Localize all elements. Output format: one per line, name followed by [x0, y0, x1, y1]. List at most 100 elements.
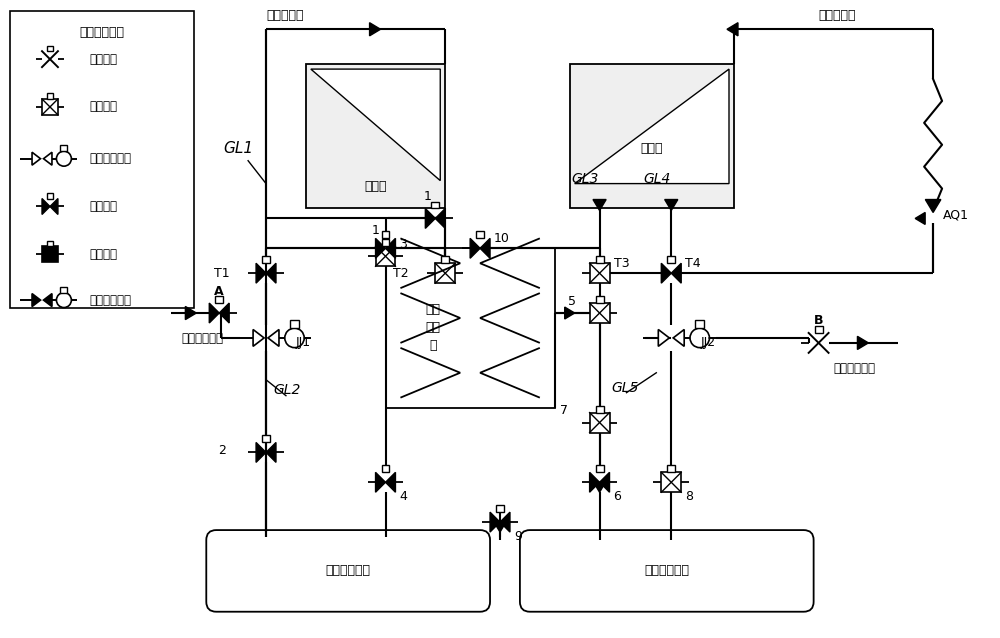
- Bar: [435, 263, 455, 283]
- Text: T1: T1: [214, 267, 230, 279]
- Text: GL4: GL4: [643, 172, 671, 186]
- Polygon shape: [575, 69, 729, 184]
- Bar: [47, 93, 53, 99]
- Text: 减温减压器关: 减温减压器关: [90, 293, 132, 307]
- Text: 减温减压器开: 减温减压器开: [90, 152, 132, 165]
- Polygon shape: [590, 472, 600, 493]
- Text: T2: T2: [393, 267, 409, 279]
- Bar: [306, 64, 445, 209]
- Polygon shape: [665, 200, 678, 211]
- Polygon shape: [500, 512, 510, 532]
- Text: 截止阀开: 截止阀开: [90, 53, 118, 66]
- Bar: [386, 248, 555, 408]
- Bar: [60, 286, 67, 293]
- Bar: [382, 232, 389, 239]
- Bar: [47, 241, 53, 246]
- Bar: [431, 202, 439, 209]
- Polygon shape: [727, 23, 738, 36]
- Polygon shape: [32, 152, 41, 165]
- Text: 阀门状态说明: 阀门状态说明: [80, 26, 125, 40]
- Polygon shape: [565, 307, 575, 319]
- Text: 9: 9: [514, 530, 522, 542]
- Text: GL5: GL5: [612, 381, 639, 395]
- Bar: [60, 145, 67, 151]
- Bar: [382, 465, 389, 472]
- Bar: [661, 472, 681, 493]
- Polygon shape: [50, 198, 58, 214]
- Polygon shape: [673, 329, 684, 346]
- Text: 再热减温水来: 再热减温水来: [181, 332, 223, 345]
- Bar: [215, 296, 223, 303]
- Polygon shape: [494, 522, 506, 532]
- Bar: [290, 320, 299, 328]
- Text: 高压供热联箱: 高压供热联箱: [326, 565, 371, 577]
- Bar: [590, 303, 610, 323]
- Text: 调节阀开: 调节阀开: [90, 100, 118, 114]
- Polygon shape: [266, 443, 276, 463]
- Bar: [667, 465, 675, 472]
- Bar: [262, 436, 270, 443]
- Bar: [382, 239, 389, 246]
- Polygon shape: [266, 263, 276, 283]
- Polygon shape: [376, 239, 386, 258]
- Polygon shape: [43, 152, 52, 165]
- Bar: [441, 256, 449, 263]
- Bar: [376, 246, 395, 266]
- Polygon shape: [253, 329, 264, 346]
- Polygon shape: [219, 303, 229, 323]
- Bar: [47, 193, 53, 198]
- Text: 1: 1: [372, 224, 379, 237]
- Text: 调节阀关: 调节阀关: [90, 248, 118, 261]
- Text: 高压缸: 高压缸: [364, 180, 387, 193]
- FancyBboxPatch shape: [520, 530, 814, 612]
- FancyBboxPatch shape: [206, 530, 490, 612]
- Bar: [590, 413, 610, 433]
- Text: JJ2: JJ2: [701, 336, 716, 350]
- Polygon shape: [376, 472, 386, 493]
- Bar: [42, 246, 58, 262]
- Text: 中压缸: 中压缸: [641, 142, 663, 155]
- Bar: [42, 99, 58, 115]
- Polygon shape: [256, 263, 266, 283]
- Text: 8: 8: [685, 490, 693, 503]
- Text: 2: 2: [218, 444, 226, 457]
- Polygon shape: [470, 239, 480, 258]
- Text: AQ1: AQ1: [943, 209, 969, 222]
- Bar: [570, 64, 734, 209]
- Text: T3: T3: [614, 256, 629, 270]
- Polygon shape: [661, 263, 671, 283]
- Text: 主汽蒸汽来: 主汽蒸汽来: [266, 9, 304, 22]
- Polygon shape: [658, 329, 669, 346]
- Polygon shape: [915, 212, 925, 225]
- Text: 6: 6: [614, 490, 621, 503]
- Polygon shape: [386, 472, 395, 493]
- Text: 7: 7: [560, 404, 568, 417]
- Polygon shape: [490, 512, 500, 532]
- Polygon shape: [42, 198, 50, 214]
- Polygon shape: [268, 329, 279, 346]
- Polygon shape: [425, 209, 435, 228]
- Bar: [667, 256, 675, 263]
- Text: GL3: GL3: [572, 172, 599, 186]
- Polygon shape: [311, 69, 440, 181]
- Polygon shape: [32, 293, 41, 306]
- Bar: [47, 45, 53, 51]
- Polygon shape: [480, 239, 490, 258]
- Polygon shape: [857, 336, 868, 350]
- Polygon shape: [435, 209, 445, 228]
- Polygon shape: [671, 263, 681, 283]
- Polygon shape: [593, 200, 606, 211]
- Polygon shape: [925, 200, 941, 212]
- Text: GL1: GL1: [223, 141, 253, 156]
- Bar: [10, 11, 194, 308]
- Polygon shape: [256, 443, 266, 463]
- Polygon shape: [600, 472, 610, 493]
- Polygon shape: [594, 482, 606, 493]
- Bar: [596, 296, 604, 303]
- Text: JJ1: JJ1: [296, 336, 311, 350]
- Text: T4: T4: [685, 256, 701, 270]
- Text: 5: 5: [568, 295, 576, 308]
- Text: A: A: [214, 285, 224, 297]
- Text: GL2: GL2: [273, 383, 300, 397]
- Text: 中压供热联箱: 中压供热联箱: [644, 565, 689, 577]
